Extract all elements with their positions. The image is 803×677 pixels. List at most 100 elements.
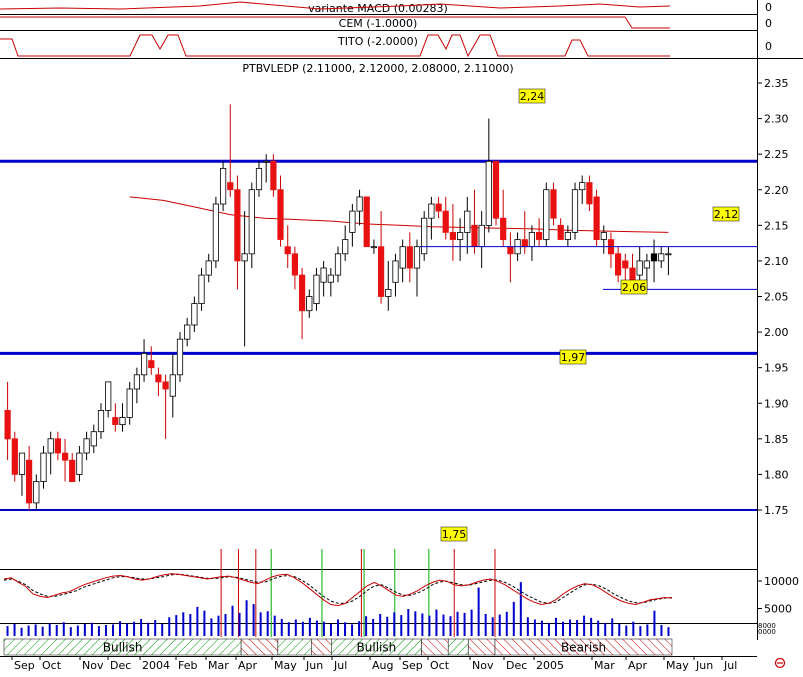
volume-marker-label: 8000 (758, 622, 776, 630)
svg-text:2,06: 2,06 (622, 281, 647, 294)
month-label: May (274, 659, 297, 672)
candle (40, 445, 47, 489)
candle (284, 225, 291, 269)
candle (449, 203, 457, 261)
price-axis: 2.35 2.30 2.25 2.20 2.15 2.10 2.05 2.00 1.95 1.90… (757, 77, 789, 517)
month-label: May (666, 659, 689, 672)
month-label: Dec (110, 659, 131, 672)
candle (313, 268, 320, 311)
value-label: 2,24 (518, 88, 546, 104)
price-tick-label: 2.15 (764, 219, 789, 232)
candle (421, 211, 428, 261)
candle (342, 225, 349, 261)
candle (227, 104, 234, 197)
month-label: Oct (430, 659, 450, 672)
value-label: 1,75 (440, 526, 468, 542)
month-label: 2004 (142, 659, 170, 672)
candle (442, 196, 449, 240)
candle (485, 118, 492, 233)
cem-label: CEM (-1.0000) (339, 17, 418, 30)
candle (665, 246, 672, 276)
candle (406, 232, 413, 283)
trend-segment (421, 638, 449, 656)
candle (234, 175, 241, 290)
candle (263, 154, 270, 183)
month-label: Sep (402, 659, 423, 672)
candle (97, 403, 105, 439)
volume-bars (6, 582, 670, 636)
month-label: Oct (42, 659, 62, 672)
price-tick-label: 1.80 (764, 468, 789, 481)
month-label: Nov (472, 659, 494, 672)
candle (456, 218, 464, 261)
price-tick-label: 1.95 (764, 362, 789, 375)
candle (11, 431, 18, 482)
price-tick-label: 2.35 (764, 77, 789, 90)
candle (270, 154, 277, 197)
candle (356, 189, 363, 226)
price-tick-label: 1.85 (764, 433, 789, 446)
month-label: 2005 (536, 659, 564, 672)
candle (399, 239, 406, 283)
candle (492, 160, 500, 226)
svg-text:Bullish: Bullish (103, 641, 143, 655)
svg-text:2,12: 2,12 (714, 208, 739, 221)
candle (25, 445, 33, 510)
month-label: Jun (305, 659, 323, 672)
candle (658, 246, 665, 269)
price-tick-label: 2.00 (764, 326, 789, 339)
candle (428, 196, 435, 240)
price-tick-label: 2.30 (764, 113, 789, 126)
month-label: Jul (333, 659, 347, 672)
volume-tick-label: 10000 (764, 575, 799, 588)
candle (33, 474, 40, 510)
cem-line (0, 16, 670, 29)
value-label: 1,97 (559, 349, 587, 365)
candle (205, 253, 212, 283)
candle (413, 239, 421, 297)
tito-value: 0 (765, 40, 772, 53)
month-label: Jul (723, 659, 737, 672)
candle (500, 189, 507, 247)
candle (148, 346, 155, 375)
candle (212, 196, 219, 269)
close-circle-icon[interactable] (774, 657, 786, 669)
candle (579, 175, 586, 204)
candle (184, 317, 191, 347)
candle (464, 196, 471, 254)
candle (550, 182, 557, 226)
month-label: Apr (628, 659, 648, 672)
stochastic-fast-line (3, 573, 673, 607)
trend-segment (311, 638, 332, 656)
candle (140, 339, 148, 382)
trend-segment: Bullish (331, 638, 422, 656)
candle (4, 381, 11, 461)
month-label: Jun (695, 659, 713, 672)
level-labels: 2,24 1,97 1,75 2,12 2,06 (440, 88, 740, 542)
price-tick-label: 2.20 (764, 184, 789, 197)
candle (327, 268, 334, 297)
macd-value: 0 (765, 1, 772, 14)
month-label: Sep (14, 659, 35, 672)
candle (291, 246, 299, 290)
candle (155, 367, 162, 397)
trend-segment: Bullish (3, 638, 242, 656)
trend-segment: Bearish (494, 638, 673, 656)
candle (320, 260, 327, 297)
chart-title: PTBVLEDP (2.11000, 2.12000, 2.08000, 2.1… (242, 62, 513, 75)
candle (334, 246, 342, 283)
candle (241, 211, 248, 347)
price-tick-label: 2.25 (764, 148, 789, 161)
candle (191, 296, 198, 333)
candle (176, 332, 184, 382)
candle (536, 218, 543, 247)
candle (255, 161, 263, 197)
candle (47, 431, 54, 475)
month-label: Aug (372, 659, 393, 672)
x-axis: Sep Oct Nov Dec 2004 Feb Mar Apr May Jun Jul Aug Sep… (0, 656, 757, 672)
month-label: Mar (594, 659, 615, 672)
